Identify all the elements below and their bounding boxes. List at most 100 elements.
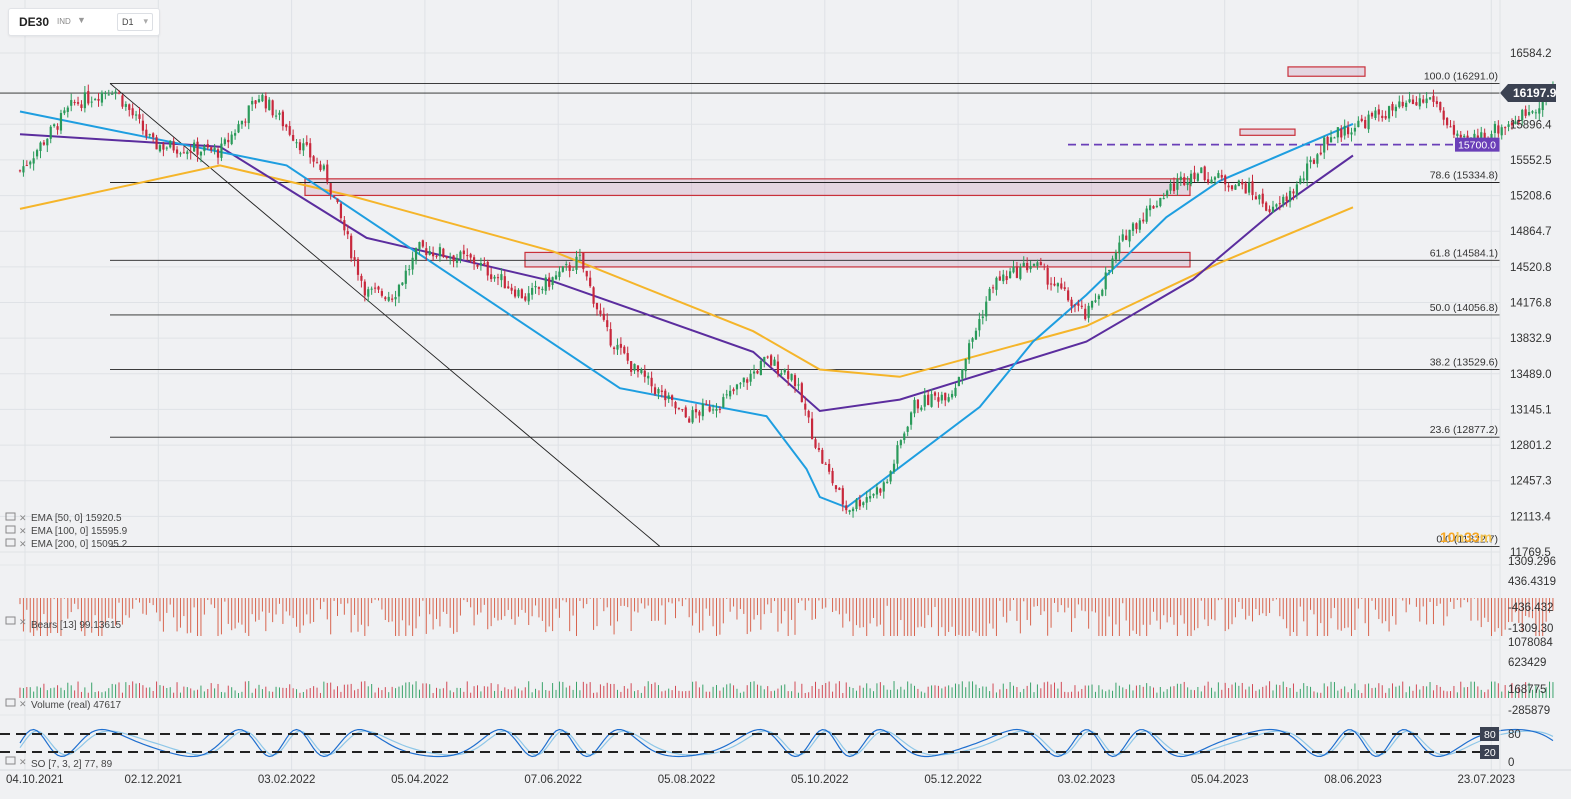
- symbol-dropdown-icon[interactable]: ▼: [77, 15, 86, 25]
- candle: [271, 100, 274, 116]
- candle: [1302, 178, 1305, 181]
- fib-label: 61.8 (14584.1): [1430, 247, 1498, 259]
- candle: [729, 390, 732, 397]
- legend-settings-icon: [5, 512, 16, 521]
- candle: [1015, 266, 1019, 278]
- candle: [633, 363, 636, 371]
- date-axis-label: 04.10.2021: [6, 774, 64, 786]
- candle: [148, 134, 151, 136]
- candle: [490, 274, 493, 280]
- candle: [848, 510, 851, 512]
- price-axis-label: 13489.0: [1510, 369, 1552, 381]
- candle: [251, 100, 254, 105]
- candle: [971, 338, 974, 342]
- candle: [1507, 124, 1510, 127]
- price-axis-label: 14864.7: [1510, 226, 1552, 238]
- candle: [414, 248, 418, 260]
- candle: [1258, 195, 1261, 200]
- candle: [158, 145, 162, 152]
- candle: [589, 277, 592, 287]
- stochastic-legend-label: SO [7, 3, 2] 77, 89: [31, 759, 113, 770]
- candle: [1094, 300, 1097, 302]
- candle: [746, 379, 749, 383]
- candle: [582, 252, 585, 270]
- candle: [1234, 185, 1237, 190]
- candle: [619, 343, 622, 348]
- candle: [1026, 262, 1029, 271]
- candle: [524, 296, 527, 301]
- candle: [1101, 289, 1104, 296]
- stochastic-level-label: 20: [1484, 747, 1496, 759]
- candle: [264, 95, 267, 109]
- candle: [534, 285, 537, 288]
- ema200-line: [19, 164, 1354, 378]
- candle: [384, 297, 387, 300]
- candle: [1039, 262, 1042, 266]
- candle: [1193, 172, 1196, 180]
- symbol-label[interactable]: DE30: [19, 15, 50, 29]
- ema-legend-label: EMA [100, 0] 15595.9: [31, 526, 128, 537]
- candle: [1203, 166, 1206, 181]
- candle: [1060, 283, 1063, 289]
- candle: [1483, 132, 1486, 140]
- candle: [145, 129, 148, 137]
- candle: [1340, 128, 1343, 138]
- candle: [889, 471, 892, 482]
- candle: [1196, 173, 1199, 181]
- candle: [1217, 173, 1220, 178]
- candle: [298, 142, 302, 151]
- candle: [1162, 198, 1165, 200]
- bears-axis-label: -436.432: [1508, 602, 1553, 614]
- candle: [1108, 270, 1111, 272]
- candle: [1415, 102, 1418, 106]
- legend-close-icon: ✕: [19, 526, 27, 536]
- candle: [128, 104, 131, 110]
- candle: [817, 447, 821, 450]
- candle: [862, 502, 865, 506]
- price-axis-label: 15896.4: [1510, 119, 1552, 131]
- candle: [59, 112, 63, 131]
- candle: [783, 369, 786, 373]
- candle: [1155, 205, 1159, 208]
- candle: [76, 102, 80, 104]
- volume-axis-label: -285879: [1508, 705, 1550, 717]
- candle: [432, 252, 435, 257]
- candle: [609, 329, 612, 346]
- candle: [1087, 305, 1090, 318]
- candle: [974, 330, 978, 340]
- last-price-tag: [1500, 84, 1556, 103]
- candle: [1364, 119, 1367, 129]
- ema-legend-label: EMA [50, 0] 15920.5: [31, 513, 122, 524]
- market-label: IND: [57, 17, 71, 26]
- candle: [520, 289, 523, 299]
- candle: [858, 499, 861, 507]
- candle: [770, 355, 773, 366]
- candle: [1401, 101, 1404, 107]
- candle: [459, 251, 462, 260]
- candle: [612, 347, 616, 349]
- stochastic-d-line: [19, 730, 1554, 756]
- date-axis-label: 08.06.2023: [1324, 774, 1382, 786]
- candle: [711, 409, 715, 411]
- candle: [261, 94, 264, 102]
- candle: [653, 387, 657, 395]
- candle: [483, 263, 486, 265]
- candle: [233, 133, 237, 136]
- candle: [53, 124, 56, 127]
- price-axis-label: 11769.5: [1510, 547, 1551, 559]
- candle: [1186, 182, 1189, 186]
- candle: [1251, 181, 1254, 195]
- ema100-line: [19, 133, 1354, 413]
- candle: [964, 359, 967, 372]
- candle: [968, 343, 971, 360]
- timeframe-select[interactable]: D1 ▾: [117, 13, 153, 31]
- candle: [1504, 127, 1507, 129]
- candle: [681, 409, 684, 411]
- candle: [1012, 266, 1015, 273]
- candle: [793, 375, 797, 387]
- candle: [87, 91, 90, 104]
- candle: [674, 402, 677, 409]
- candle: [111, 93, 114, 95]
- date-axis-label: 05.04.2023: [1191, 774, 1249, 786]
